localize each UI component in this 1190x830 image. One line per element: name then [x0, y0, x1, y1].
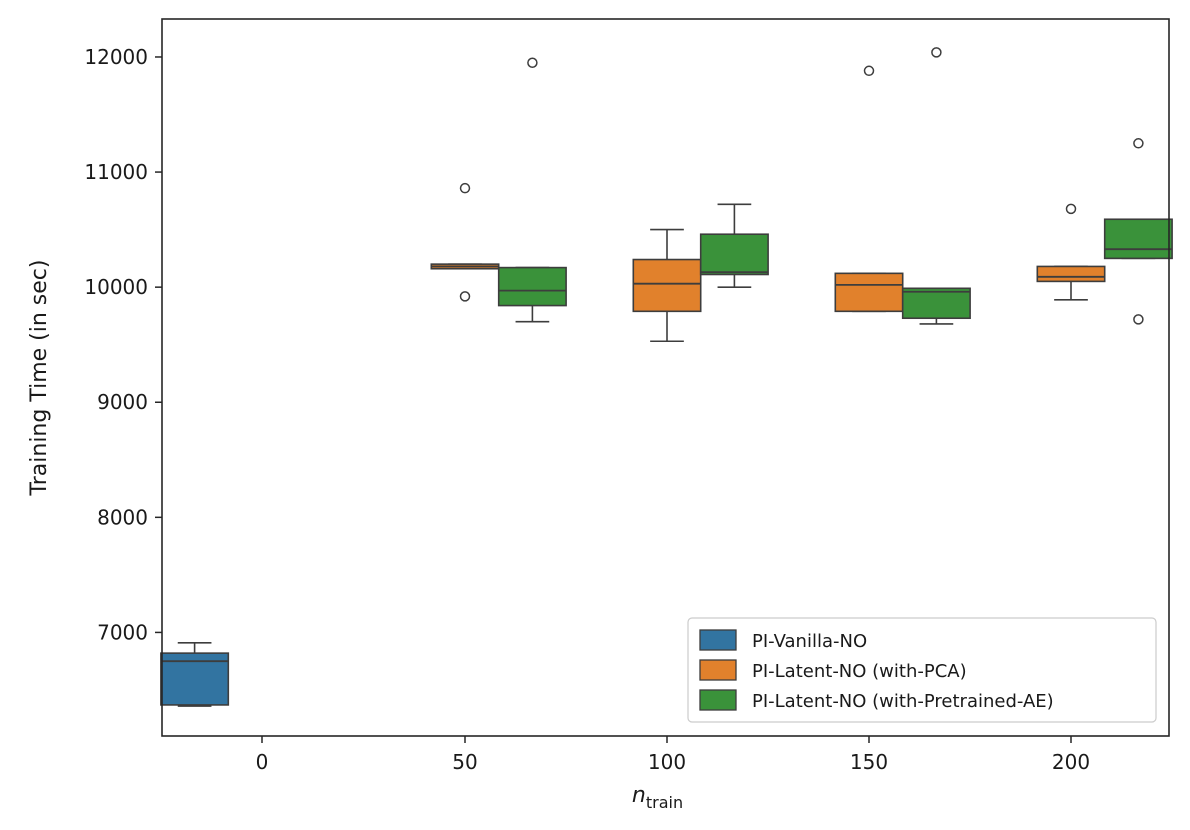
x-tick-label: 100 [648, 750, 686, 774]
box-pi-latent-no-with-pca--50 [430, 182, 500, 302]
y-tick-label: 12000 [84, 45, 148, 69]
box-body [834, 272, 904, 313]
outlier-point [527, 57, 538, 68]
box-body [632, 258, 702, 313]
y-tick-label: 11000 [84, 160, 148, 184]
legend-swatch [699, 689, 737, 711]
box-body [901, 287, 971, 320]
x-axis-label-base: n [632, 783, 646, 808]
box-pi-latent-no-with-pca--100 [632, 228, 702, 343]
box-pi-latent-no-with-pretrained-ae--50 [497, 57, 567, 323]
legend-entry-label: PI-Latent-NO (with-Pretrained-AE) [752, 691, 1054, 712]
outlier-point [863, 65, 875, 77]
outlier-point [459, 291, 471, 302]
box-pi-latent-no-with-pretrained-ae--200 [1103, 138, 1173, 325]
plot-layer [160, 47, 1173, 707]
outlier-point [1133, 314, 1144, 325]
box-body [699, 233, 769, 276]
box-pi-latent-no-with-pca--200 [1036, 203, 1106, 301]
x-axis-label: ntrain [632, 783, 683, 812]
box-pi-latent-no-with-pretrained-ae--150 [901, 47, 971, 325]
x-tick-label: 0 [256, 750, 269, 774]
y-tick-label: 10000 [84, 275, 148, 299]
legend-entry-label: PI-Latent-NO (with-PCA) [752, 661, 967, 682]
box-body [497, 266, 567, 307]
y-tick-label: 9000 [97, 390, 148, 414]
box-body [1103, 218, 1173, 260]
box-body [1036, 265, 1106, 283]
plot-frame [161, 18, 1170, 737]
legend-swatch [699, 659, 737, 681]
y-axis-label: Training Time (in sec) [27, 260, 52, 497]
outlier-point [1065, 203, 1077, 215]
outlier-point [459, 182, 471, 194]
legend-entry-label: PI-Vanilla-NO [752, 631, 867, 652]
y-tick-label: 7000 [97, 620, 148, 644]
legend-frame [687, 617, 1157, 723]
outlier-point [931, 47, 942, 58]
outlier-point [1133, 138, 1144, 149]
box-pi-latent-no-with-pca--150 [834, 65, 904, 313]
x-tick-label: 50 [452, 750, 477, 774]
legend-swatch [699, 629, 737, 651]
x-tick-label: 150 [850, 750, 888, 774]
axis-layer: 0 50 100 150 200 7000 8000 9000 10000 11000 12000 T… [27, 18, 1170, 812]
y-tick-label: 8000 [97, 505, 148, 529]
box-pi-vanilla-no-0 [160, 641, 230, 707]
x-axis-label-subscript: train [646, 793, 683, 812]
box-pi-latent-no-with-pretrained-ae--100 [699, 203, 769, 288]
legend: PI-Vanilla-NO PI-Latent-NO (with-PCA) PI-L… [687, 617, 1157, 723]
x-tick-label: 200 [1052, 750, 1090, 774]
